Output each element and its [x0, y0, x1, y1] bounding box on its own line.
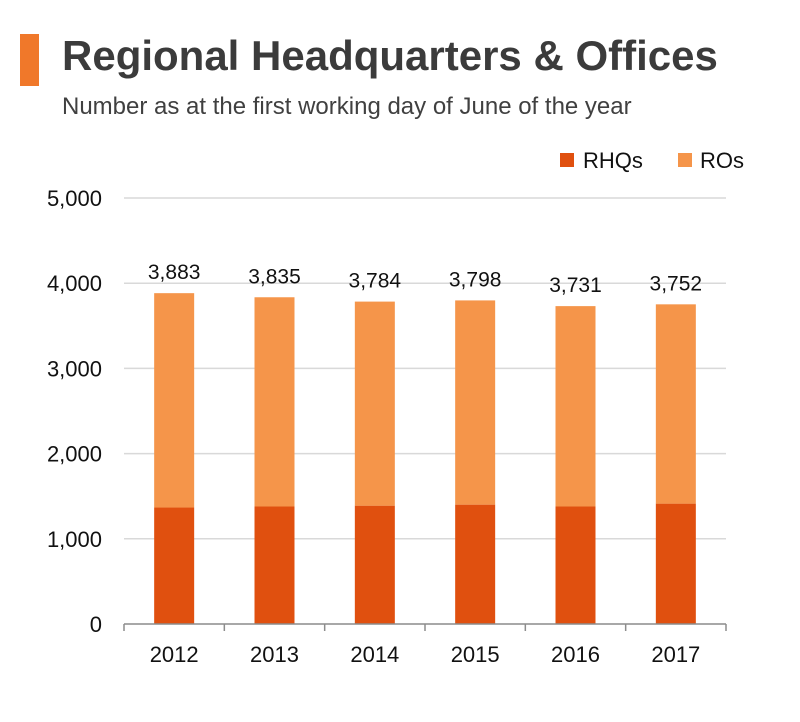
y-tick-label: 5,000: [47, 186, 102, 211]
data-labels: 3,883 3,835 3,784 3,798 3,731 3,752: [148, 261, 702, 297]
bar-ros-2014: [354, 301, 395, 506]
bar-rhqs-2015: [455, 504, 496, 624]
bar-rhqs-2017: [655, 503, 696, 624]
title-accent-bar: [20, 34, 39, 86]
chart-subtitle: Number as at the first working day of Ju…: [62, 93, 632, 120]
total-label-2012: 3,883: [148, 261, 201, 284]
gridlines: [124, 197, 726, 540]
total-label-2017: 3,752: [650, 272, 703, 295]
x-tick-label: 2013: [250, 642, 299, 667]
total-label-2013: 3,835: [248, 265, 301, 288]
y-tick-label: 3,000: [47, 356, 102, 381]
total-label-2015: 3,798: [449, 268, 502, 291]
bar-rhqs-2012: [154, 507, 195, 624]
bar-rhqs-2014: [354, 505, 395, 624]
bars: [154, 293, 696, 624]
bar-ros-2013: [254, 297, 295, 507]
legend-swatch-ros: [678, 153, 692, 167]
axes: 0 1,000 2,000 3,000 4,000 5,000 2012 2013 2014 20…: [47, 186, 727, 667]
x-tick-label: 2012: [150, 642, 199, 667]
x-tick-label: 2016: [551, 642, 600, 667]
y-tick-label: 0: [90, 612, 102, 637]
total-label-2014: 3,784: [349, 270, 402, 293]
bar-ros-2012: [154, 293, 195, 508]
y-tick-label: 4,000: [47, 271, 102, 296]
bar-ros-2016: [555, 306, 596, 507]
y-tick-label: 2,000: [47, 442, 102, 467]
bar-ros-2017: [655, 304, 696, 504]
chart-title: Regional Headquarters & Offices: [62, 32, 718, 79]
y-tick-label: 1,000: [47, 527, 102, 552]
bar-ros-2015: [455, 300, 496, 505]
x-tick-label: 2015: [451, 642, 500, 667]
total-label-2016: 3,731: [549, 274, 602, 297]
legend-swatch-rhqs: [560, 153, 574, 167]
bar-rhqs-2016: [555, 506, 596, 624]
legend: RHQs ROs: [560, 148, 744, 173]
x-tick-label: 2014: [350, 642, 399, 667]
legend-label-ros: ROs: [700, 148, 744, 173]
bar-rhqs-2013: [254, 506, 295, 624]
legend-label-rhqs: RHQs: [583, 148, 643, 173]
x-tick-label: 2017: [651, 642, 700, 667]
